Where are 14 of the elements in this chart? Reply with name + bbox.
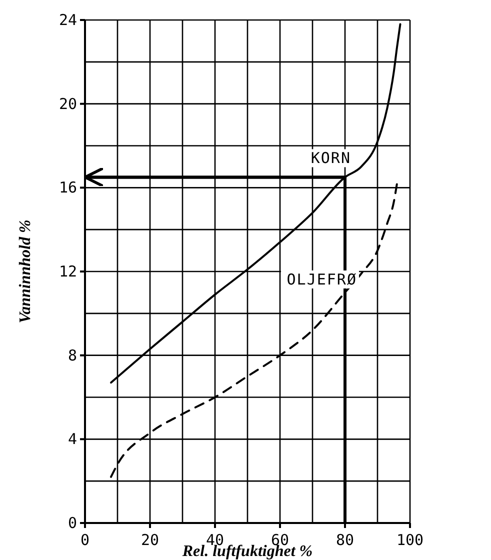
y-tick-label: 4 xyxy=(68,430,77,448)
y-tick-label: 24 xyxy=(58,11,77,29)
x-tick-label: 80 xyxy=(336,531,354,549)
x-tick-label: 0 xyxy=(80,531,90,549)
y-tick-label: 0 xyxy=(68,514,77,532)
y-axis-title: Vanninnhold % xyxy=(17,220,34,324)
series-label: OLJEFRØ xyxy=(286,270,357,288)
y-tick-label: 16 xyxy=(58,178,77,197)
y-tick-label: 12 xyxy=(58,262,77,280)
series-label: KORN xyxy=(310,149,351,168)
y-tick-label: 20 xyxy=(58,94,77,113)
x-tick-label: 100 xyxy=(396,531,424,549)
y-tick-label: 8 xyxy=(68,346,77,364)
x-tick-label: 20 xyxy=(140,531,160,549)
